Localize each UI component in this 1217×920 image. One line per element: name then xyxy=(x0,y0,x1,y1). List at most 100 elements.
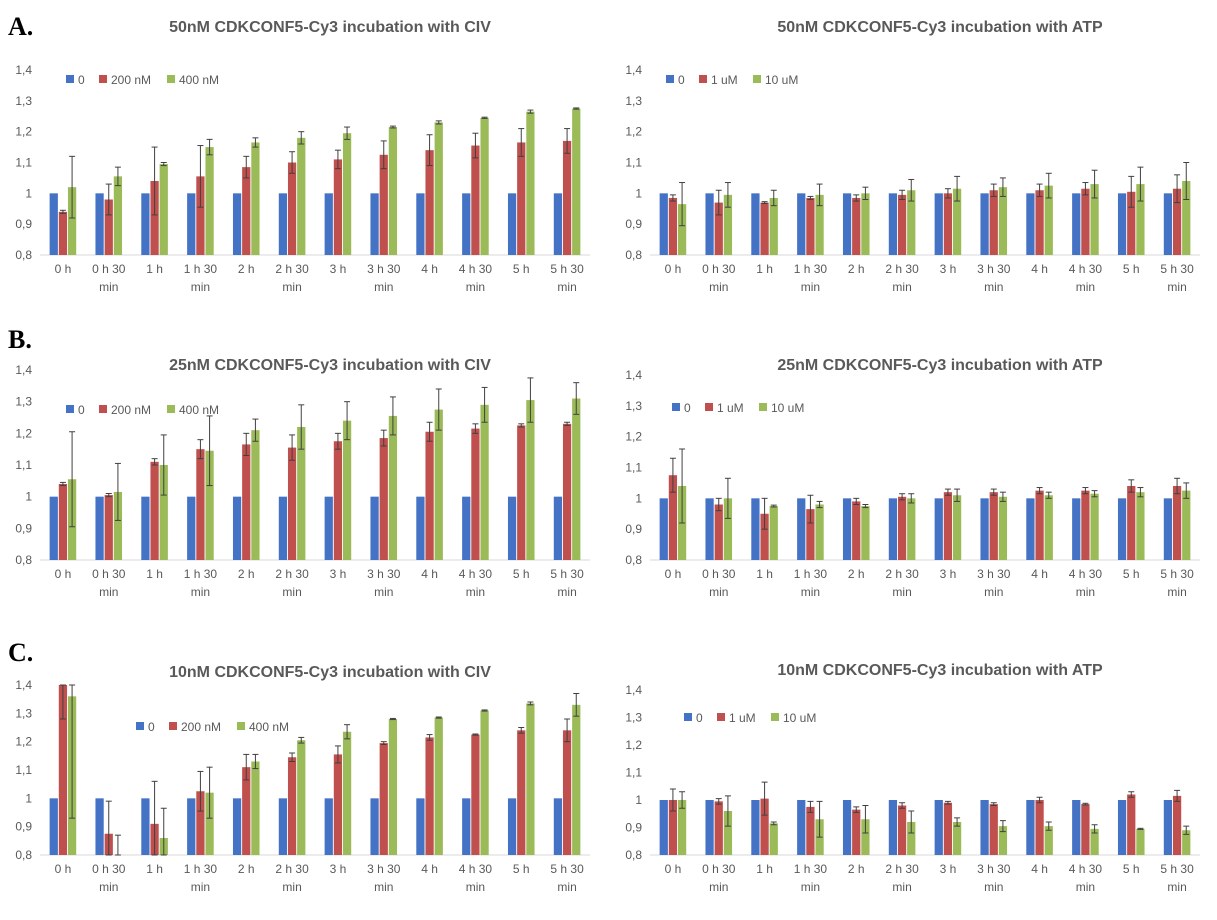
y-tick-label: 0,9 xyxy=(625,217,642,231)
x-tick-label-line2: min xyxy=(99,280,118,294)
bar-mid xyxy=(379,438,388,560)
x-tick-label: 5 h xyxy=(1123,862,1140,876)
bar-mid xyxy=(897,194,907,255)
bar-high xyxy=(480,117,489,256)
bar-control xyxy=(49,496,58,560)
legend-label: 0 xyxy=(696,711,703,725)
chart-10nm-civ: 10nM CDKCONF5-Cy3 incubation with CIV 0,8… xyxy=(0,655,600,915)
bar-high xyxy=(677,204,687,255)
bar-control xyxy=(980,193,989,255)
bar-mid xyxy=(58,484,68,560)
y-tick-label: 1 xyxy=(635,186,642,200)
x-tick-label: 5 h xyxy=(513,567,530,581)
bar-mid xyxy=(943,492,953,560)
y-tick-label: 0,8 xyxy=(15,848,32,862)
chart-title: 50nM CDKCONF5-Cy3 incubation with CIV xyxy=(169,19,491,36)
y-tick-label: 1,1 xyxy=(625,461,642,475)
x-tick-label-line2: min xyxy=(282,585,301,599)
bar-control xyxy=(842,193,852,255)
x-tick-label-line2: min xyxy=(801,585,820,599)
bar-control xyxy=(462,496,471,560)
x-tick-label-line2: min xyxy=(709,585,728,599)
x-tick-label-line2: min xyxy=(984,880,1003,894)
x-tick-label: 5 h xyxy=(513,262,530,276)
bar-control xyxy=(95,193,104,255)
section-label-c: C. xyxy=(8,638,34,667)
y-tick-label: 1 xyxy=(25,791,32,805)
bar-control xyxy=(1026,193,1035,255)
bar-mid xyxy=(242,444,251,560)
x-tick-label: 5 h 30 xyxy=(550,262,584,276)
x-tick-label: 0 h xyxy=(55,862,72,876)
bar-mid xyxy=(943,802,953,855)
x-tick-label-line2: min xyxy=(191,280,210,294)
bar-mid xyxy=(471,145,480,255)
y-tick-label: 1,4 xyxy=(625,63,642,77)
chart-title: 10nM CDKCONF5-Cy3 incubation with CIV xyxy=(169,664,491,681)
bar-control xyxy=(705,193,714,255)
x-tick-label: 1 h 30 xyxy=(184,262,218,276)
bar-high xyxy=(205,147,214,255)
bar-mid xyxy=(150,461,159,560)
x-tick-label: 5 h 30 xyxy=(550,862,584,876)
x-tick-label: 0 h xyxy=(665,862,682,876)
x-tick-label: 4 h 30 xyxy=(459,262,493,276)
bar-mid xyxy=(196,791,205,855)
x-tick-label-line2: min xyxy=(801,880,820,894)
y-tick-label: 1,4 xyxy=(15,363,32,377)
legend-swatch xyxy=(666,75,674,83)
bar-high xyxy=(1044,826,1053,855)
legend-swatch xyxy=(771,713,779,721)
bar-control xyxy=(553,193,563,255)
y-tick-label: 0,9 xyxy=(15,820,32,834)
bar-control xyxy=(751,800,760,855)
x-tick-label-line2: min xyxy=(1167,585,1186,599)
x-tick-label-line2: min xyxy=(984,280,1003,294)
bar-control xyxy=(888,800,898,855)
x-tick-label: 3 h 30 xyxy=(977,262,1011,276)
bar-high xyxy=(677,800,687,855)
legend-label: 10 uM xyxy=(771,401,804,415)
bar-control xyxy=(141,798,150,855)
y-tick-label: 1,3 xyxy=(625,399,642,413)
legend-swatch xyxy=(699,75,707,83)
bar-mid xyxy=(104,199,113,255)
x-tick-label: 0 h xyxy=(665,567,682,581)
legend-label: 0 xyxy=(148,720,155,734)
bar-mid xyxy=(425,431,434,560)
bar-mid xyxy=(1172,795,1182,855)
x-tick-label: 4 h xyxy=(421,262,438,276)
bar-high xyxy=(526,111,535,255)
bar-mid xyxy=(989,804,998,855)
bar-mid xyxy=(287,757,297,855)
y-tick-label: 0,9 xyxy=(15,521,32,535)
x-tick-label: 4 h 30 xyxy=(1069,862,1103,876)
bar-mid xyxy=(668,800,678,855)
bar-mid xyxy=(562,140,572,255)
x-tick-label: 1 h 30 xyxy=(794,567,828,581)
x-tick-label: 0 h 30 xyxy=(92,567,126,581)
bar-control xyxy=(370,193,379,255)
x-tick-label: 5 h 30 xyxy=(1160,567,1194,581)
bar-control xyxy=(370,496,379,560)
chart-title: 10nM CDKCONF5-Cy3 incubation with ATP xyxy=(777,662,1103,679)
x-tick-label: 4 h xyxy=(1031,862,1048,876)
bar-high xyxy=(1136,492,1145,560)
bar-mid xyxy=(852,501,861,560)
x-tick-label-line2: min xyxy=(892,280,911,294)
bar-high xyxy=(1136,184,1145,255)
x-tick-label-line2: min xyxy=(466,280,485,294)
legend-swatch xyxy=(759,403,767,411)
x-tick-label: 2 h xyxy=(238,262,255,276)
bar-mid xyxy=(897,805,907,855)
x-tick-label-line2: min xyxy=(709,880,728,894)
x-tick-label-line2: min xyxy=(374,880,393,894)
x-tick-label: 3 h 30 xyxy=(367,262,401,276)
x-tick-label: 0 h xyxy=(55,262,72,276)
bar-high xyxy=(815,504,824,560)
legend-label: 400 nM xyxy=(249,720,289,734)
bar-high xyxy=(861,506,870,560)
bar-mid xyxy=(517,730,526,855)
bar-high xyxy=(1182,181,1191,255)
x-tick-label: 3 h xyxy=(940,862,957,876)
